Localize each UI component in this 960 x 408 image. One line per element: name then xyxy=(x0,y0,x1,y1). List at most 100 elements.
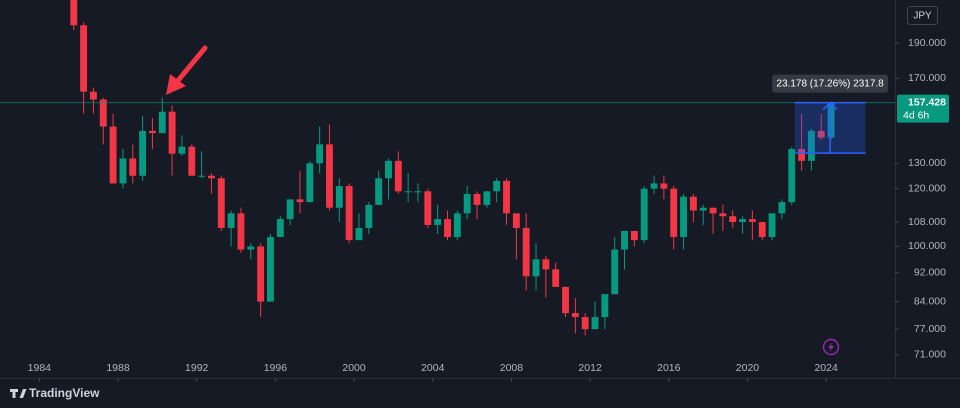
candle-body xyxy=(630,230,638,241)
candle-body xyxy=(621,230,628,250)
candle-body xyxy=(522,227,530,277)
candle-body xyxy=(198,175,206,177)
x-tick-label: 1984 xyxy=(28,362,52,374)
candle-body xyxy=(424,191,432,225)
candle-body xyxy=(208,175,215,179)
candle-body xyxy=(168,111,176,154)
candle-body xyxy=(493,180,501,192)
x-tick-label: 1992 xyxy=(185,362,209,374)
y-tick-label: 100.000 xyxy=(908,240,946,252)
candle-body xyxy=(365,204,373,228)
y-tick-label: 71.000 xyxy=(914,349,946,361)
candle-body xyxy=(463,193,471,214)
candle-body xyxy=(414,191,422,193)
candle-body xyxy=(798,149,806,161)
candle-body xyxy=(444,219,451,238)
candle-body xyxy=(660,183,668,189)
candle-body xyxy=(119,158,127,184)
currency-label: JPY xyxy=(913,11,932,22)
candle-body xyxy=(237,213,245,250)
x-tick-label: 2016 xyxy=(657,362,681,374)
candle-body xyxy=(453,213,461,238)
candle-body xyxy=(404,191,412,193)
measure-label: 23.178 (17.26%) 2317.8 xyxy=(776,78,884,89)
y-tick-label: 170.000 xyxy=(908,72,946,84)
x-tick-label: 2004 xyxy=(421,362,445,374)
x-tick-label: 2012 xyxy=(578,362,602,374)
candle-body xyxy=(70,0,78,26)
candle-body xyxy=(788,149,796,203)
candle-body xyxy=(512,213,520,228)
y-tick-label: 190.000 xyxy=(908,37,946,49)
candle-body xyxy=(503,180,510,214)
countdown-label: 4d 6h xyxy=(903,109,929,121)
candle-body xyxy=(758,222,766,238)
measure-arrowhead xyxy=(822,101,838,111)
measure-tool: 23.178 (17.26%) 2317.8 xyxy=(772,74,889,154)
x-tick-label: 2020 xyxy=(736,362,760,374)
candle-body xyxy=(89,91,97,100)
candle-body xyxy=(748,219,756,223)
candle-body xyxy=(158,111,166,134)
candle-body xyxy=(129,158,137,176)
brand-logo[interactable]: TradingView xyxy=(10,386,100,400)
candle-body xyxy=(591,317,599,330)
candle-body xyxy=(670,188,678,238)
candle-body xyxy=(729,216,737,223)
candle-body xyxy=(778,202,786,214)
lightning-icon[interactable] xyxy=(822,338,840,356)
candle-body xyxy=(817,130,825,138)
candle-body xyxy=(542,259,550,270)
candle-body xyxy=(385,160,392,179)
y-tick-label: 84.000 xyxy=(914,295,946,307)
x-tick-label: 2024 xyxy=(814,362,838,374)
candle-body xyxy=(532,259,540,277)
currency-button[interactable] xyxy=(907,6,938,25)
candle-body xyxy=(326,144,333,208)
candle-body xyxy=(434,219,442,225)
candle-body xyxy=(217,178,225,228)
candle-body xyxy=(709,207,717,214)
candle-body xyxy=(286,199,294,220)
candle-body xyxy=(739,219,746,223)
candle-body xyxy=(80,25,88,92)
candle-body xyxy=(601,294,609,318)
y-tick-label: 77.000 xyxy=(914,323,946,335)
x-tick-label: 1996 xyxy=(264,362,288,374)
candle-body xyxy=(699,207,707,211)
candle-body xyxy=(807,130,815,161)
candle-body xyxy=(483,191,491,205)
candle-body xyxy=(680,196,687,238)
candle-body xyxy=(345,186,353,241)
candle-body xyxy=(267,237,274,302)
y-tick-label: 130.000 xyxy=(908,157,946,169)
measure-label-box xyxy=(772,74,889,93)
candle-body xyxy=(571,313,579,318)
candle-body xyxy=(276,219,284,238)
last-price-box xyxy=(897,94,949,123)
candle-body xyxy=(640,188,648,241)
candle-body xyxy=(99,99,107,127)
candle-body xyxy=(827,102,835,138)
candle-body xyxy=(473,193,481,205)
candle-body xyxy=(306,163,314,203)
candle-body xyxy=(316,144,324,164)
candle-body xyxy=(611,249,619,295)
y-tick-label: 120.000 xyxy=(908,182,946,194)
annotation-arrow xyxy=(166,45,208,95)
candle-body xyxy=(188,146,196,176)
x-tick-label: 1988 xyxy=(106,362,130,374)
x-tick-label: 2000 xyxy=(342,362,366,374)
candle-body xyxy=(689,196,697,211)
candle-body xyxy=(581,317,589,330)
candle-body xyxy=(109,126,117,184)
candle-body xyxy=(719,213,727,217)
candle-body xyxy=(375,178,383,205)
axes: 71.000 77.000 84.000 92.000 100.000 108.000 12… xyxy=(28,37,949,382)
candle-body xyxy=(296,199,304,203)
candle-body xyxy=(227,213,235,228)
candle-body xyxy=(650,183,658,189)
candle-body xyxy=(768,213,776,238)
